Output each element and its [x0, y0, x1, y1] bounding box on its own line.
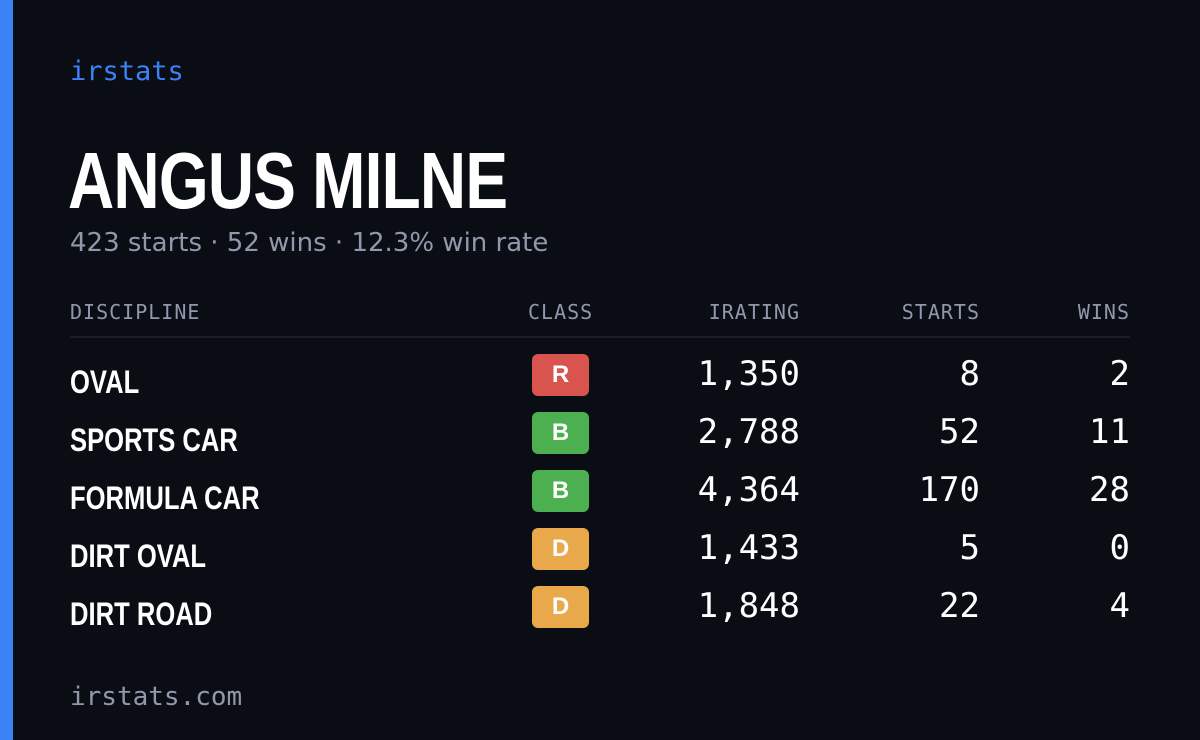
footer-url: irstats.com	[70, 682, 243, 712]
table-row: OVAL R 1,350 8 2	[70, 354, 1130, 412]
header-discipline: DISCIPLINE	[70, 300, 201, 324]
wins-value: 4	[1109, 586, 1130, 626]
class-badge: D	[532, 586, 589, 628]
brand-logo: irstats	[70, 56, 184, 87]
starts-value: 5	[959, 528, 980, 568]
irating-value: 4,364	[697, 470, 800, 510]
discipline-name: OVAL	[70, 364, 140, 400]
wins-value: 28	[1089, 470, 1130, 510]
discipline-name: SPORTS CAR	[70, 422, 238, 458]
wins-value: 11	[1089, 412, 1130, 452]
class-badge: B	[532, 470, 589, 512]
table-row: DIRT OVAL D 1,433 5 0	[70, 528, 1130, 586]
player-name: ANGUS MILNE	[68, 136, 508, 225]
starts-value: 170	[918, 470, 980, 510]
wins-value: 0	[1109, 528, 1130, 568]
discipline-name: DIRT OVAL	[70, 538, 207, 574]
starts-value: 22	[939, 586, 980, 626]
table-row: SPORTS CAR B 2,788 52 11	[70, 412, 1130, 470]
irating-value: 1,848	[697, 586, 800, 626]
player-summary: 423 starts · 52 wins · 12.3% win rate	[70, 228, 549, 258]
table-row: FORMULA CAR B 4,364 170 28	[70, 470, 1130, 528]
starts-value: 52	[939, 412, 980, 452]
header-irating: IRATING	[708, 300, 800, 324]
table-header: DISCIPLINE CLASS IRATING STARTS WINS	[70, 296, 1130, 338]
discipline-name: FORMULA CAR	[70, 480, 260, 516]
starts-value: 8	[959, 354, 980, 394]
stats-table: DISCIPLINE CLASS IRATING STARTS WINS OVA…	[70, 296, 1130, 632]
class-badge: D	[532, 528, 589, 570]
header-wins: WINS	[1077, 300, 1130, 324]
header-class: CLASS	[528, 300, 594, 324]
accent-bar	[0, 0, 13, 740]
table-row: DIRT ROAD D 1,848 22 4	[70, 586, 1130, 644]
irating-value: 1,350	[697, 354, 800, 394]
header-starts: STARTS	[901, 300, 980, 324]
irating-value: 2,788	[697, 412, 800, 452]
irating-value: 1,433	[697, 528, 800, 568]
wins-value: 2	[1109, 354, 1130, 394]
class-badge: R	[532, 354, 589, 396]
discipline-name: DIRT ROAD	[70, 596, 213, 632]
class-badge: B	[532, 412, 589, 454]
